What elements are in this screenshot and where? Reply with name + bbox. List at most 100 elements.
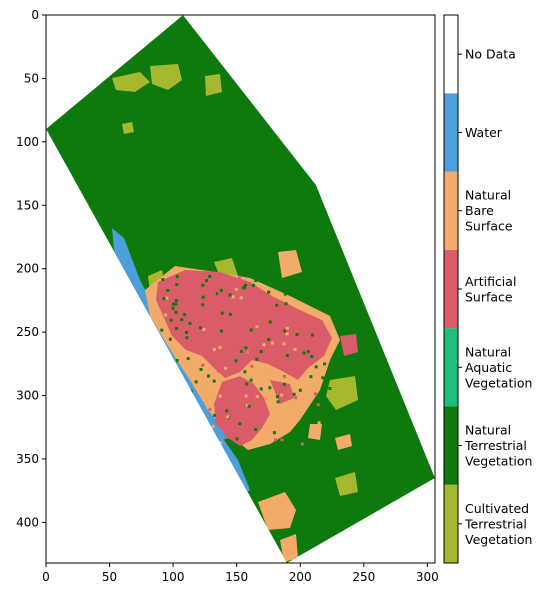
speckle: [161, 278, 165, 282]
speckle: [174, 299, 178, 303]
speckle: [306, 350, 310, 353]
speckle: [242, 286, 246, 290]
speckle: [219, 441, 222, 445]
speckle: [225, 435, 228, 439]
speckle: [243, 370, 247, 374]
speckle: [252, 443, 256, 447]
x-tick-label: 200: [289, 570, 312, 584]
speckle: [255, 357, 259, 361]
speckle: [212, 348, 216, 352]
speckle: [217, 292, 221, 296]
speckle: [250, 364, 254, 368]
speckle: [239, 296, 243, 300]
speckle: [175, 275, 179, 278]
speckle: [160, 441, 164, 445]
speckle: [162, 401, 166, 405]
y-tick-label: 250: [16, 325, 39, 339]
speckle: [244, 350, 248, 354]
legend-frame: [443, 14, 459, 564]
y-tick-label: 50: [24, 71, 39, 85]
region-cultivated-2: [150, 64, 182, 90]
speckle: [276, 400, 280, 404]
speckle: [225, 409, 229, 413]
speckle: [295, 333, 299, 336]
speckle: [202, 328, 206, 331]
speckle: [323, 362, 327, 366]
speckle: [267, 290, 271, 294]
speckle: [310, 355, 314, 358]
legend-swatch: [444, 93, 458, 172]
speckle: [324, 426, 328, 430]
speckle: [200, 436, 204, 440]
speckle: [213, 413, 217, 417]
region-bare-4: [258, 492, 296, 530]
speckle: [247, 404, 251, 408]
speckle: [224, 290, 228, 294]
speckle: [171, 306, 175, 310]
y-axis: 0 50 100 150 200 250 300 350 400: [16, 8, 46, 529]
speckle: [251, 283, 255, 287]
speckle: [226, 415, 230, 419]
speckle: [175, 326, 178, 330]
y-tick-label: 100: [16, 135, 39, 149]
speckle: [199, 416, 203, 420]
region-bare-6: [308, 424, 322, 440]
speckle: [321, 376, 325, 380]
speckle: [231, 368, 235, 372]
speckle: [169, 318, 173, 322]
speckle: [280, 393, 284, 397]
speckle: [251, 416, 255, 420]
speckle: [230, 276, 234, 280]
legend-swatch: [444, 171, 458, 250]
speckle: [287, 371, 291, 375]
speckle: [282, 382, 286, 386]
speckle: [298, 388, 302, 392]
region-bare-5: [280, 534, 298, 562]
speckle: [254, 428, 258, 431]
speckle: [254, 279, 258, 283]
speckle: [175, 283, 179, 287]
speckle: [280, 441, 283, 445]
region-cultivated-3: [205, 74, 222, 96]
speckle: [186, 406, 190, 410]
speckle: [294, 396, 298, 400]
speckle: [244, 283, 247, 287]
speckle: [293, 347, 297, 351]
speckle: [201, 303, 205, 307]
speckle: [166, 288, 170, 292]
x-tick-label: 150: [225, 570, 248, 584]
speckle: [275, 395, 279, 399]
speckle: [188, 275, 191, 279]
speckle: [238, 422, 242, 426]
speckle: [220, 311, 224, 315]
speckle: [215, 292, 219, 296]
speckle: [185, 330, 188, 334]
speckle: [199, 381, 203, 385]
plot-frame: [45, 14, 436, 564]
region-cultivated-4: [122, 122, 134, 134]
speckle: [210, 444, 214, 448]
speckle: [173, 424, 177, 428]
speckle: [283, 292, 287, 296]
speckle: [186, 357, 190, 361]
legend-label: Artificial Surface: [465, 274, 516, 305]
y-tick-label: 300: [16, 389, 39, 403]
speckle: [285, 326, 289, 330]
speckle: [303, 291, 306, 294]
speckle: [176, 383, 180, 387]
y-tick-label: 150: [16, 198, 39, 212]
speckle: [189, 389, 193, 393]
speckle: [244, 394, 248, 398]
x-tick-label: 250: [352, 570, 375, 584]
speckle: [205, 284, 208, 288]
legend-colorbar: Cultivated Terrestrial Vegetation Natural Te…: [443, 14, 532, 564]
y-tick-label: 400: [16, 515, 39, 529]
speckle: [302, 351, 306, 355]
speckle: [218, 345, 222, 349]
y-tick-label: 0: [31, 8, 39, 22]
speckle: [226, 306, 230, 310]
speckle: [314, 365, 318, 369]
x-tick-label: 0: [42, 570, 50, 584]
speckle: [262, 343, 266, 347]
speckle: [285, 332, 289, 336]
